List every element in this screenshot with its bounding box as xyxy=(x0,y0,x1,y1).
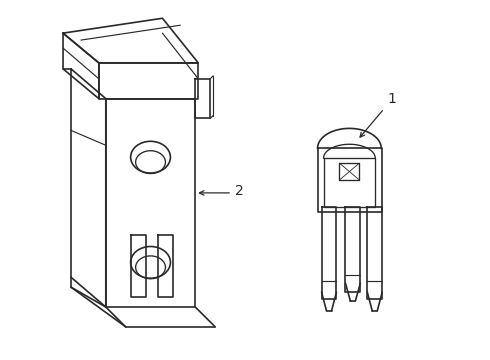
Text: 1: 1 xyxy=(387,91,396,105)
Text: 2: 2 xyxy=(235,184,244,198)
